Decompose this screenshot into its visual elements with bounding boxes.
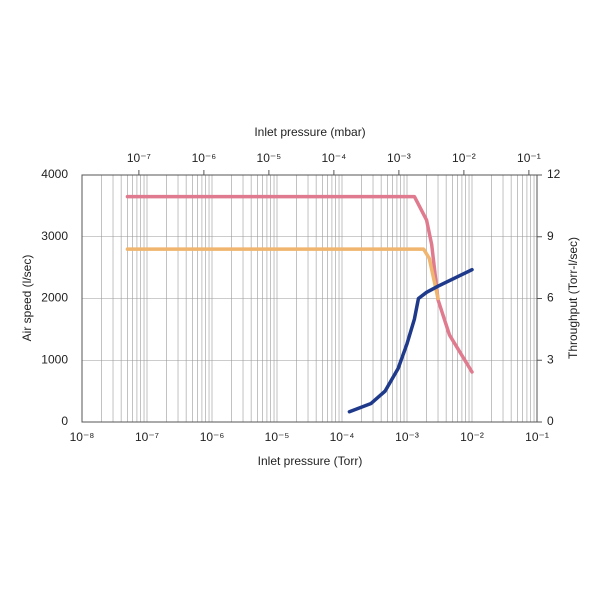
x-tick-label: 10⁻⁷ — [135, 430, 159, 444]
x-tick-label: 10⁻⁵ — [265, 430, 290, 444]
x2-axis-label: Inlet pressure (mbar) — [254, 125, 365, 139]
series-line — [125, 194, 474, 374]
y2-tick-label: 12 — [547, 167, 561, 181]
y-tick-label: 2000 — [41, 291, 68, 305]
x-tick-label: 10⁻³ — [395, 430, 419, 444]
x-tick-label: 10⁻¹ — [525, 430, 549, 444]
y2-tick-label: 6 — [547, 291, 554, 305]
x2-tick-label: 10⁻¹ — [517, 151, 541, 165]
x2-tick-label: 10⁻⁵ — [257, 151, 282, 165]
y-tick-label: 3000 — [41, 229, 68, 243]
x-tick-label: 10⁻⁶ — [200, 430, 225, 444]
x2-tick-label: 10⁻⁶ — [192, 151, 217, 165]
y2-tick-label: 3 — [547, 352, 554, 366]
y2-tick-label: 9 — [547, 229, 554, 243]
y-tick-label: 4000 — [41, 167, 68, 181]
series-line — [125, 247, 440, 301]
y-axis-label: Air speed (l/sec) — [20, 255, 34, 342]
x-tick-label: 10⁻⁸ — [70, 430, 95, 444]
y2-tick-label: 0 — [547, 414, 554, 428]
y2-axis-label: Throughput (Torr-l/sec) — [566, 237, 580, 359]
series-line — [347, 267, 474, 414]
plot-frame — [81, 174, 538, 423]
x-axis-label: Inlet pressure (Torr) — [258, 454, 363, 468]
y-tick-label: 0 — [61, 414, 68, 428]
x-tick-label: 10⁻⁴ — [330, 430, 355, 444]
x2-tick-label: 10⁻⁷ — [127, 151, 151, 165]
x2-tick-label: 10⁻³ — [387, 151, 411, 165]
y-tick-label: 1000 — [41, 352, 68, 366]
x2-tick-label: 10⁻² — [452, 151, 476, 165]
x2-tick-label: 10⁻⁴ — [321, 151, 346, 165]
x-tick-label: 10⁻² — [460, 430, 484, 444]
